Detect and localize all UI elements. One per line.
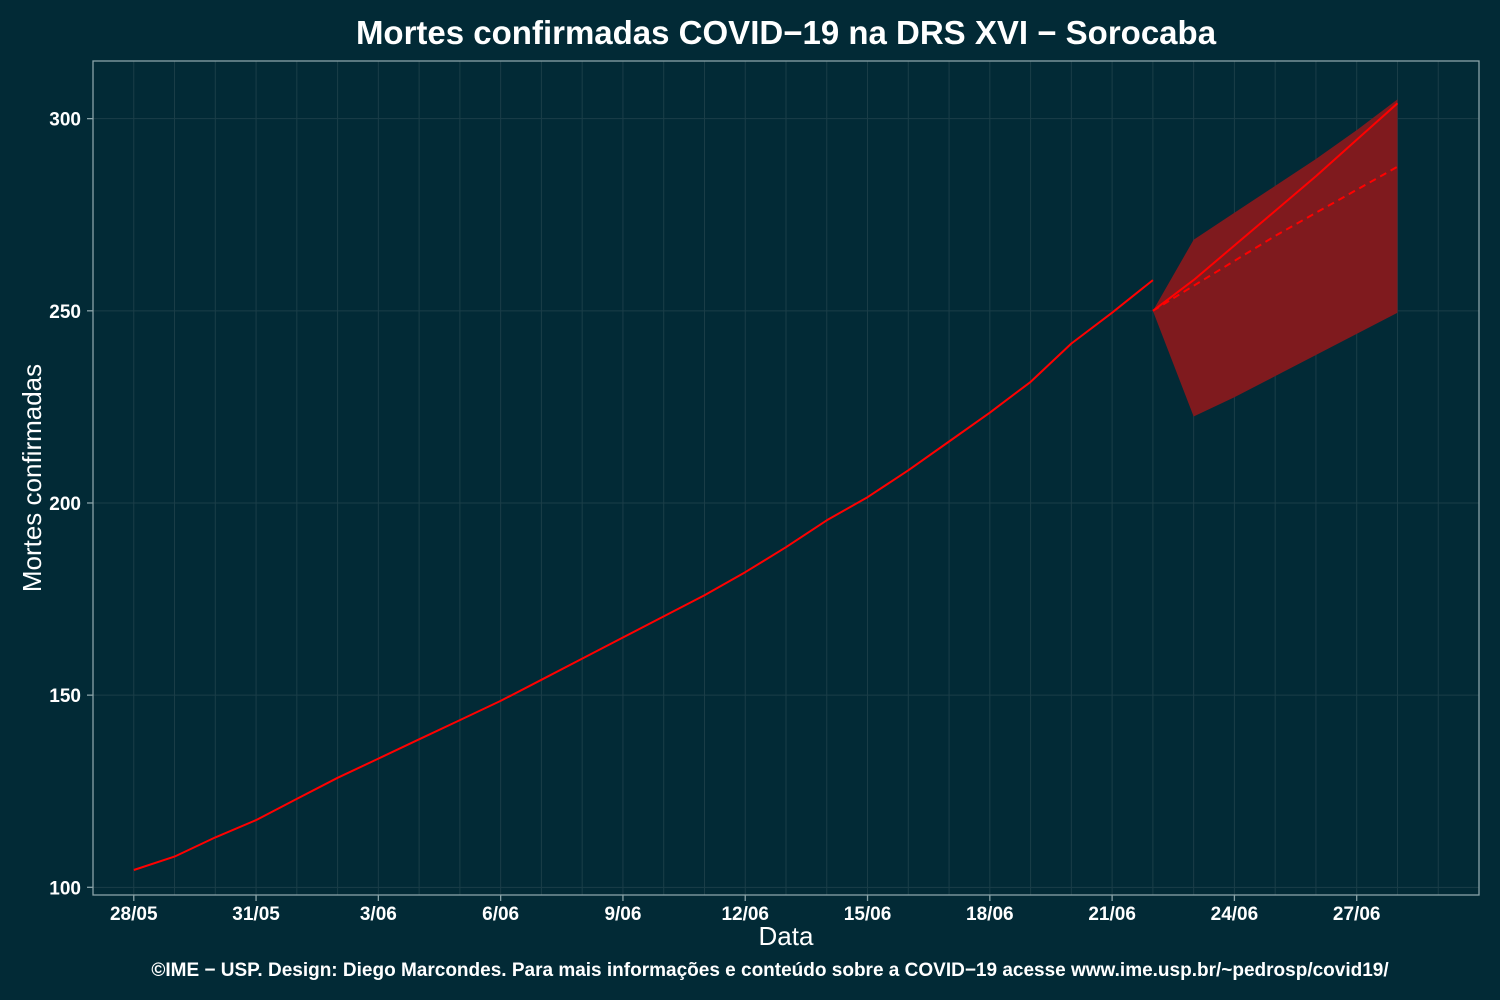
y-tick-label: 150 bbox=[49, 686, 81, 707]
x-tick-label: 28/05 bbox=[110, 904, 158, 925]
observed-line bbox=[133, 279, 1154, 871]
grid-lines bbox=[93, 61, 1479, 895]
plot-frame bbox=[92, 60, 1480, 896]
chart-title: Mortes confirmadas COVID−19 na DRS XVI −… bbox=[356, 14, 1217, 51]
x-tick-label: 12/06 bbox=[721, 904, 769, 925]
x-tick-label: 3/06 bbox=[360, 904, 397, 925]
y-tick-label: 300 bbox=[49, 110, 81, 131]
y-tick-label: 100 bbox=[49, 878, 81, 899]
x-tick-label: 21/06 bbox=[1088, 904, 1136, 925]
x-tick-label: 31/05 bbox=[232, 904, 280, 925]
x-tick-label: 18/06 bbox=[966, 904, 1014, 925]
confidence-band-layer bbox=[1152, 99, 1398, 417]
x-tick-label: 27/06 bbox=[1333, 904, 1381, 925]
x-tick-label: 9/06 bbox=[604, 904, 641, 925]
x-tick-label: 15/06 bbox=[844, 904, 892, 925]
y-tick-label: 250 bbox=[49, 302, 81, 323]
y-axis-ticks: 100 150 200 250 300 bbox=[49, 110, 93, 899]
forecast-line bbox=[1152, 102, 1399, 312]
x-axis-ticks: 28/05 31/05 3/06 6/06 9/06 12/06 15/06 18/06 21/… bbox=[110, 895, 1380, 925]
x-axis-title: Data bbox=[759, 921, 814, 951]
chart-caption: ©IME − USP. Design: Diego Marcondes. Par… bbox=[151, 960, 1389, 981]
y-tick-label: 200 bbox=[49, 494, 81, 515]
series-layer bbox=[133, 102, 1399, 871]
confidence-band bbox=[1152, 99, 1398, 417]
x-tick-label: 24/06 bbox=[1211, 904, 1259, 925]
y-axis-title: Mortes confirmadas bbox=[17, 364, 47, 592]
x-tick-label: 6/06 bbox=[482, 904, 519, 925]
